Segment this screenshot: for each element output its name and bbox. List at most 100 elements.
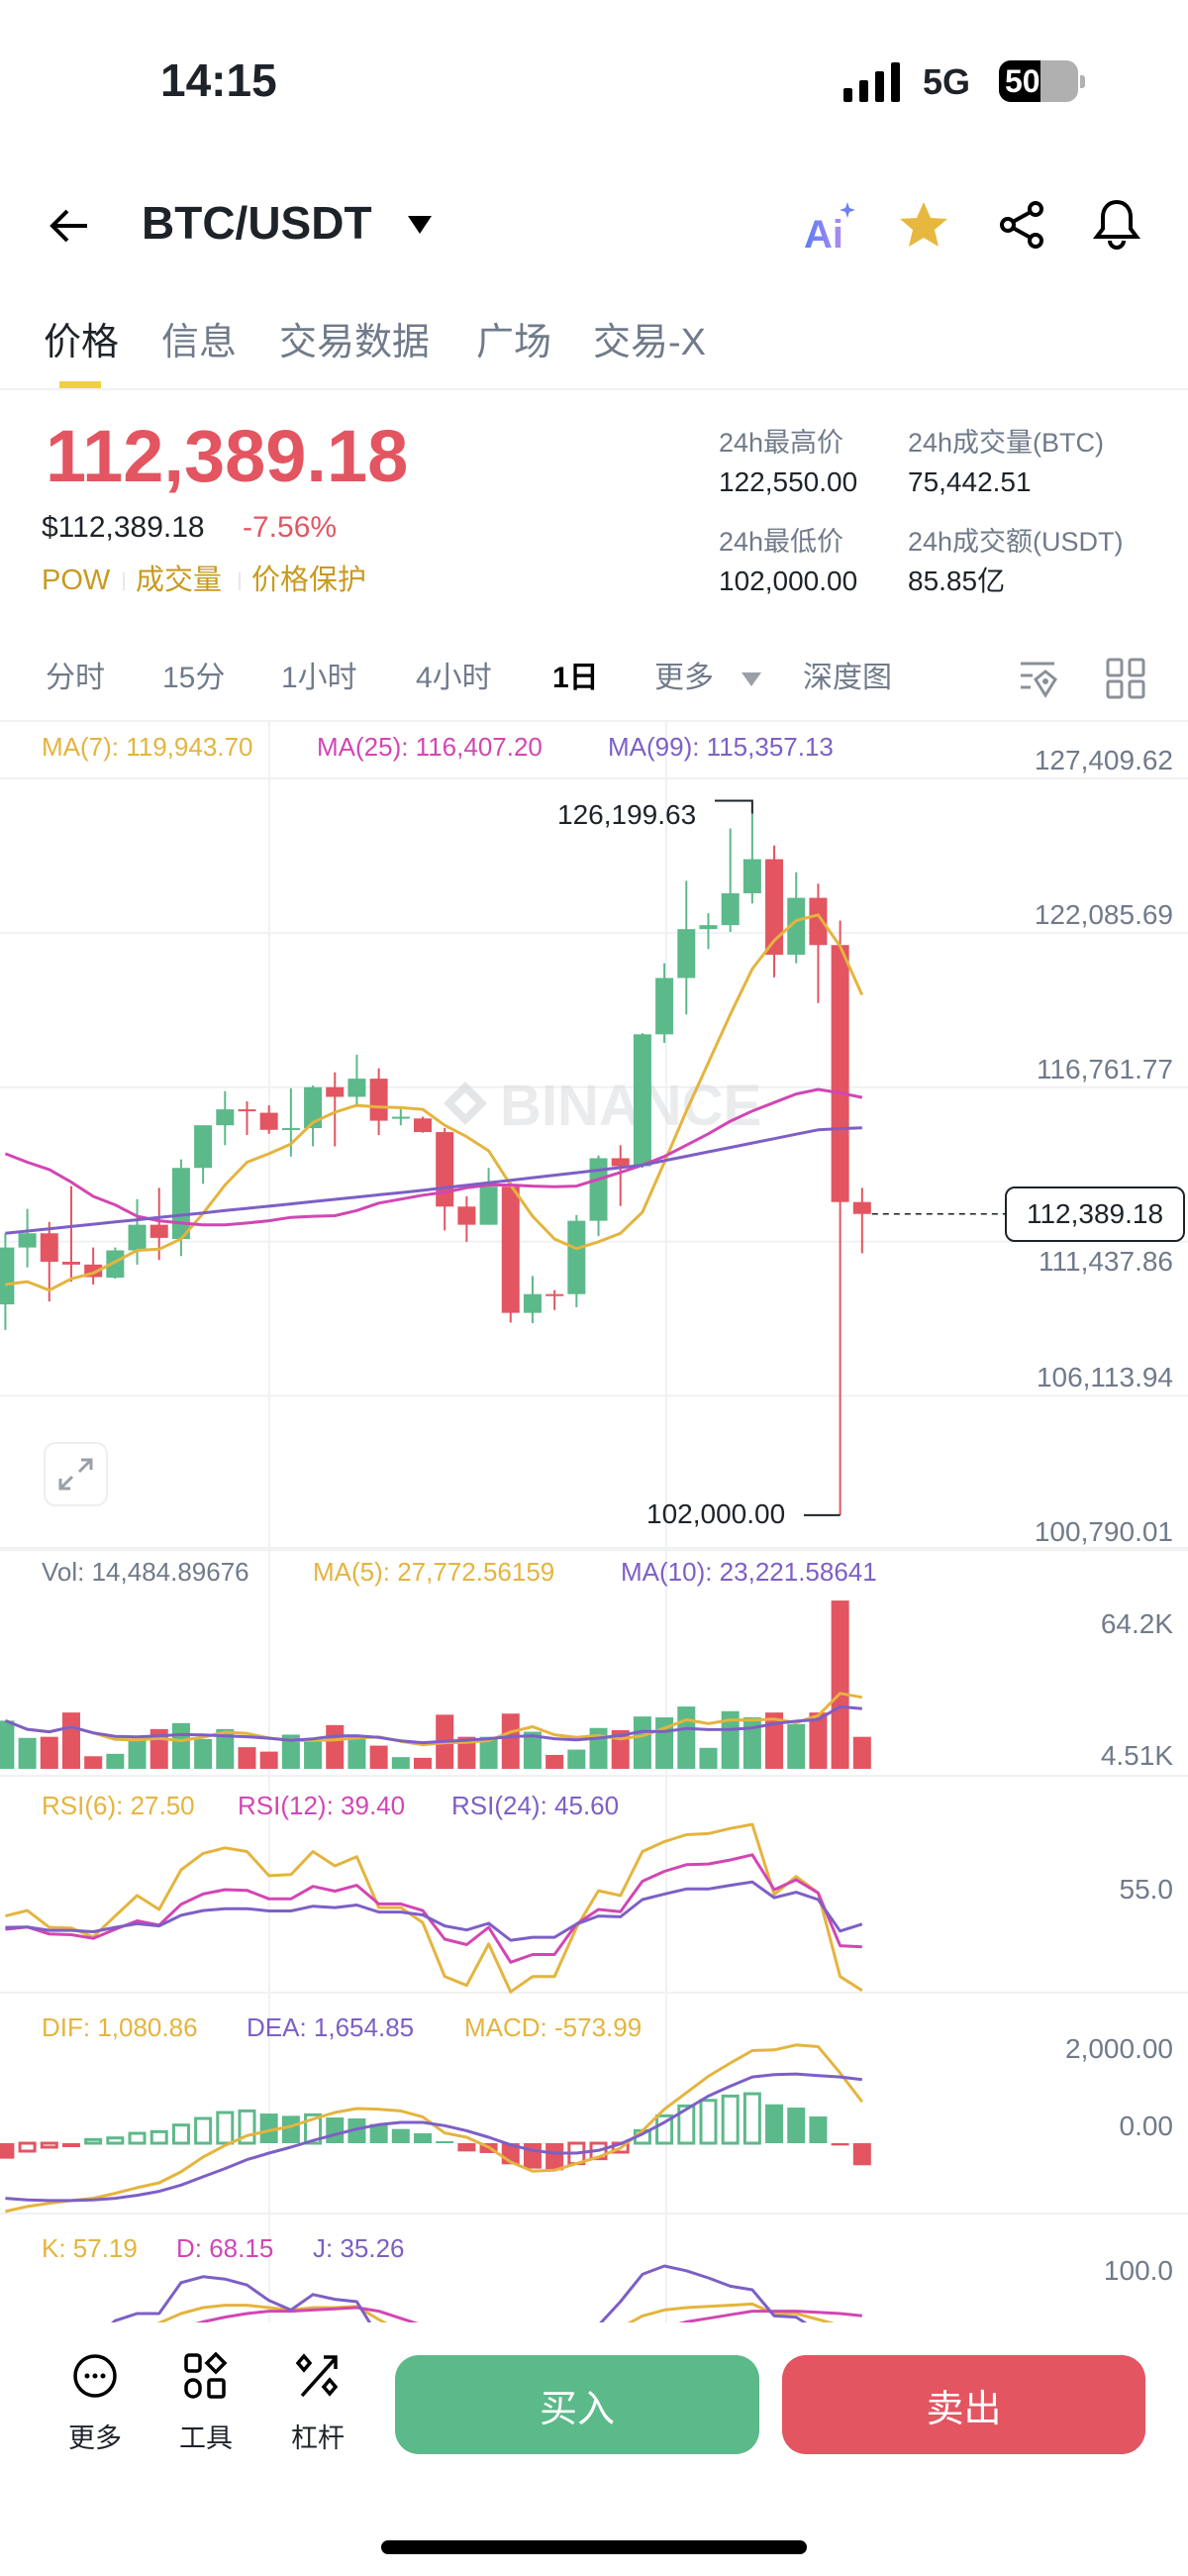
volume-bar — [281, 1734, 300, 1769]
macd-histogram-bar — [809, 2116, 828, 2143]
pair-title[interactable]: BTC/USDT — [142, 197, 372, 249]
volume-bar — [0, 1720, 15, 1769]
candle-body — [633, 1034, 651, 1167]
ai-icon[interactable]: Ai — [802, 200, 861, 252]
more-caret-icon[interactable] — [741, 671, 762, 687]
rsi6-line — [5, 1822, 863, 1994]
favorite-star-icon[interactable] — [898, 200, 949, 250]
candle-body — [523, 1293, 542, 1313]
price-axis-label: 111,437.86 — [1039, 1245, 1173, 1277]
candle-body — [611, 1158, 630, 1167]
volume-bar — [238, 1747, 256, 1769]
tab-trading-data[interactable]: 交易数据 — [279, 322, 431, 363]
macd-histogram-bar — [721, 2094, 740, 2145]
volume-bar — [809, 1712, 828, 1769]
volume-bar — [545, 1754, 564, 1769]
ma99-line — [5, 1126, 862, 1235]
divider — [0, 720, 1188, 722]
macd-histogram-bar — [545, 2143, 564, 2171]
volume-ma10-line — [4, 1704, 862, 1745]
candle-body — [545, 1293, 564, 1296]
tab-square[interactable]: 广场 — [476, 322, 552, 363]
candle-body — [677, 929, 696, 979]
volume-bar — [326, 1724, 345, 1769]
bell-icon[interactable] — [1093, 198, 1140, 250]
kdj-d-legend: D: 68.15 — [176, 2233, 274, 2263]
rsi6-legend: RSI(6): 27.50 — [42, 1791, 195, 1820]
more-label: 更多 — [68, 2423, 122, 2453]
last-price-tag[interactable]: 112,389.18 — [1005, 1186, 1185, 1242]
svg-text:Ai: Ai — [804, 213, 843, 252]
kdj-d-line — [195, 2306, 862, 2322]
candle-body — [61, 1261, 80, 1265]
volume-bar — [852, 1736, 871, 1769]
high-marker-line — [715, 799, 753, 814]
volume-bar — [84, 1756, 103, 1769]
volume-bar — [523, 1731, 542, 1769]
candle-body — [216, 1109, 235, 1126]
macd-histogram-bar — [677, 2104, 696, 2145]
volume-bar — [391, 1757, 410, 1769]
macd-histogram-bar — [216, 2111, 235, 2145]
tag-price-protection[interactable]: 价格保护 — [251, 565, 367, 596]
macd-histogram-bar — [238, 2109, 256, 2145]
macd-histogram-bar — [787, 2108, 806, 2143]
volume-bar — [831, 1600, 849, 1769]
layout-grid-icon[interactable] — [1106, 658, 1145, 699]
tag-pow[interactable]: POW — [42, 565, 111, 596]
battery-icon: 50 — [999, 60, 1078, 102]
dif-line — [5, 2043, 863, 2214]
depth-chart-tab[interactable]: 深度图 — [803, 662, 892, 694]
volume-bar — [414, 1757, 433, 1769]
stat-turnover-label: 24h成交额(USDT) — [908, 527, 1124, 557]
sell-button[interactable]: 卖出 — [782, 2355, 1145, 2454]
macd-legend: MACD: -573.99 — [464, 2012, 643, 2042]
tab-trade-x[interactable]: 交易-X — [593, 322, 707, 363]
timeframe-more[interactable]: 更多 — [654, 662, 714, 694]
price-axis-label: 127,409.62 — [1034, 745, 1173, 776]
candle-body — [304, 1086, 323, 1129]
timeframe-15m[interactable]: 15分 — [162, 662, 226, 694]
candle-body — [347, 1079, 366, 1097]
macd-histogram-bar — [259, 2113, 278, 2143]
timeframe-1d[interactable]: 1日 — [552, 662, 599, 694]
caret-down-icon[interactable] — [406, 214, 434, 236]
chart-settings-icon[interactable] — [1018, 660, 1059, 699]
candle-body — [414, 1118, 433, 1133]
candle-body — [326, 1086, 345, 1097]
volume-bar — [721, 1710, 740, 1769]
tab-price[interactable]: 价格 — [44, 322, 120, 363]
buy-button[interactable]: 买入 — [395, 2355, 759, 2454]
share-icon[interactable] — [998, 200, 1047, 250]
timeframe-line[interactable]: 分时 — [46, 662, 105, 694]
back-arrow-icon[interactable] — [48, 204, 91, 248]
candle-body — [699, 925, 718, 930]
candle-body — [149, 1224, 168, 1238]
tools-button[interactable]: 工具 — [161, 2351, 250, 2455]
tag-volume[interactable]: 成交量 — [136, 565, 223, 596]
macd-histogram-bar — [369, 2123, 388, 2143]
candle-body — [106, 1250, 125, 1279]
volume-bar — [347, 1738, 366, 1769]
timeframe-1h[interactable]: 1小时 — [281, 662, 357, 694]
macd-axis-label: 2,000.00 — [1065, 2033, 1173, 2064]
more-button[interactable]: 更多 — [50, 2352, 140, 2455]
macd-histogram-bar — [765, 2104, 784, 2143]
ma25-legend: MA(25): 116,407.20 — [317, 732, 543, 762]
macd-histogram-bar — [436, 2141, 454, 2144]
candle-body — [369, 1079, 388, 1121]
volume-bar — [259, 1751, 278, 1769]
status-time: 14:15 — [160, 54, 277, 106]
fullscreen-button[interactable] — [44, 1442, 108, 1506]
volume-bar — [128, 1740, 147, 1769]
tools-label: 工具 — [179, 2423, 233, 2453]
timeframe-4h[interactable]: 4小时 — [416, 662, 492, 694]
macd-histogram-bar — [414, 2133, 433, 2143]
tab-info[interactable]: 信息 — [161, 322, 238, 363]
leverage-button[interactable]: 杠杆 — [273, 2352, 362, 2455]
binance-watermark: BINANCE — [444, 1074, 761, 1138]
candle-body — [501, 1186, 520, 1313]
volume-bar — [171, 1722, 190, 1769]
kdj-k-legend: K: 57.19 — [42, 2233, 138, 2263]
